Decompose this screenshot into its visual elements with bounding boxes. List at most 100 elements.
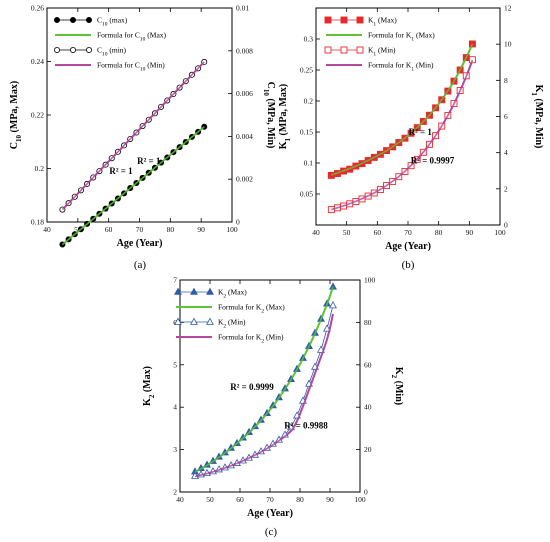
data-point [329,301,337,309]
panel-caption: (c) [265,526,278,538]
x-tick-label: 100 [354,495,366,504]
legend-label: C10 (min) [97,46,127,58]
y-tick-label: 3 [173,445,177,454]
y2-tick-label: 80 [364,318,372,327]
x-tick-label: 60 [374,228,382,237]
x-tick-label: 40 [176,495,184,504]
y2-tick-label: 0.002 [236,175,253,184]
legend-label: Formula for C10 (Min) [97,61,165,73]
y2-tick-label: 100 [364,276,376,285]
legend-marker [324,16,332,24]
formula-curve [194,286,334,473]
x-axis-label: Age (Year) [385,241,431,252]
data-point [327,171,335,179]
legend-marker [86,16,93,23]
y-tick-label: 0.25 [300,66,313,75]
y-tick-label: 0.24 [31,57,44,66]
x-axis-label: Age (Year) [117,238,163,249]
legend: K1 (Max) Formula for K1 (Max) K1 (Min) Form… [324,16,435,73]
legend-label: Formula for K1 (Min) [368,61,434,73]
y-axis-label: K2 (Max) [142,366,156,406]
legend-marker [356,16,364,24]
y2-tick-label: 6 [504,112,508,121]
y2-tick-label: 0.006 [236,89,253,98]
data-point [323,324,331,332]
x-tick-label: 100 [494,228,506,237]
legend-marker [340,16,348,24]
y2-axis-label: C10 (MPa, Min) [262,82,276,149]
legend-label: K2 (Max) [218,288,247,300]
y-tick-label: 0.2 [35,164,45,173]
y-tick-label: 6 [173,318,177,327]
legend-label: Formula for K1 (Max) [368,31,435,43]
legend-marker [190,287,198,295]
y-tick-label: 0.22 [31,111,44,120]
y-tick-label: 7 [173,276,177,285]
legend-marker [54,16,61,23]
y2-tick-label: 0.004 [236,132,253,141]
y2-tick-label: 10 [504,40,512,49]
y-axis-label: K1 (MPa, Max) [278,84,292,149]
y-tick-label: 0.26 [31,4,44,13]
y-tick-label: 4 [173,403,177,412]
x-tick-label: 40 [43,225,51,234]
y2-tick-label: 0 [364,488,368,497]
x-tick-label: 80 [296,495,304,504]
y2-tick-label: 8 [504,76,508,85]
formula-curve [331,59,474,211]
r-squared-annotation: R² = 1 [137,156,161,166]
y-tick-label: 0.18 [31,218,44,227]
formula-curve [194,313,334,478]
legend-marker [54,47,61,54]
legend-marker [70,16,77,23]
x-tick-label: 90 [197,225,205,234]
y-tick-label: 5 [173,360,177,369]
legend-marker [70,47,77,54]
chart-panel-a: 40 50 60 70 80 90 1000.180.20.220.240.2600.002… [9,4,276,272]
x-tick-label: 70 [404,228,412,237]
x-tick-label: 90 [466,228,474,237]
legend-label: Formula for K2 (Max) [218,303,285,315]
legend-label: K1 (Min) [368,46,396,58]
legend-marker [206,287,214,295]
y-tick-label: 0.1 [304,159,314,168]
legend-label: Formula for K2 (Min) [218,333,284,345]
y2-tick-label: 20 [364,445,372,454]
formula-curve [331,43,474,176]
legend-marker [206,317,214,325]
y-tick-label: 0.2 [304,97,314,106]
y-tick-label: 2 [173,488,177,497]
y2-tick-label: 0.008 [236,46,253,55]
x-axis-label: Age (Year) [247,508,293,519]
x-tick-label: 60 [105,225,113,234]
data-point [468,56,476,64]
x-tick-label: 60 [236,495,244,504]
legend-label: K1 (Max) [368,16,397,28]
y2-axis-label: K2 (Min) [390,367,404,405]
formula-line [61,61,205,211]
y2-tick-label: 0 [504,221,508,230]
panel-caption: (a) [134,259,147,271]
y2-axis-label: K1 (MPa, Min) [530,85,544,149]
legend: K2 (Max) Formula for K2 (Max) K2 (Min) Form… [174,287,285,345]
x-tick-label: 80 [167,225,175,234]
legend-marker [174,317,182,325]
y-tick-label: 0.15 [300,128,313,137]
panel-caption: (b) [402,259,415,271]
y2-tick-label: 12 [504,4,512,13]
legend-label: Formula for C10 (Max) [97,31,167,43]
x-tick-label: 100 [226,225,238,234]
x-tick-label: 50 [206,495,214,504]
y2-tick-label: 0 [236,218,240,227]
legend-marker [340,46,348,54]
y-tick-label: 0.05 [300,190,313,199]
legend-marker [324,46,332,54]
legend-marker [190,317,198,325]
x-tick-label: 50 [343,228,351,237]
y-tick-label: 0.3 [304,35,314,44]
r-squared-annotation: R² = 1 [109,166,133,176]
x-tick-label: 70 [266,495,274,504]
chart-panel-b: 40 50 60 70 80 90 100 0.05 0.1 0.15 0.2 0.25 0.3 0 2 4 6… [278,4,544,272]
